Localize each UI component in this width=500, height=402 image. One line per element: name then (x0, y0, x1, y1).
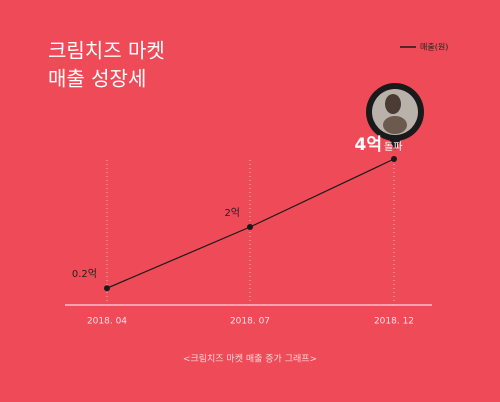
point (391, 156, 397, 162)
x-tick-label: 2018. 12 (374, 317, 414, 327)
value-label: 4억 (355, 135, 382, 155)
point (247, 224, 253, 230)
legend-label: 매출(원) (420, 42, 448, 52)
photo-bubble (366, 83, 424, 150)
value-label: 2억 (224, 207, 240, 219)
x-tick-label: 2018. 07 (230, 317, 270, 327)
annotation: 돌파 (384, 141, 402, 153)
caption: <크림치즈 마켓 매출 증가 그래프> (183, 353, 317, 365)
chart-title: 매출 성장세 (48, 67, 146, 91)
photo-figure (383, 116, 407, 134)
x-tick-label: 2018. 04 (87, 317, 127, 327)
photo-figure (385, 94, 401, 114)
point (104, 285, 110, 292)
chart-title: 크림치즈 마켓 (48, 39, 165, 63)
value-label: 0.2억 (72, 268, 97, 280)
